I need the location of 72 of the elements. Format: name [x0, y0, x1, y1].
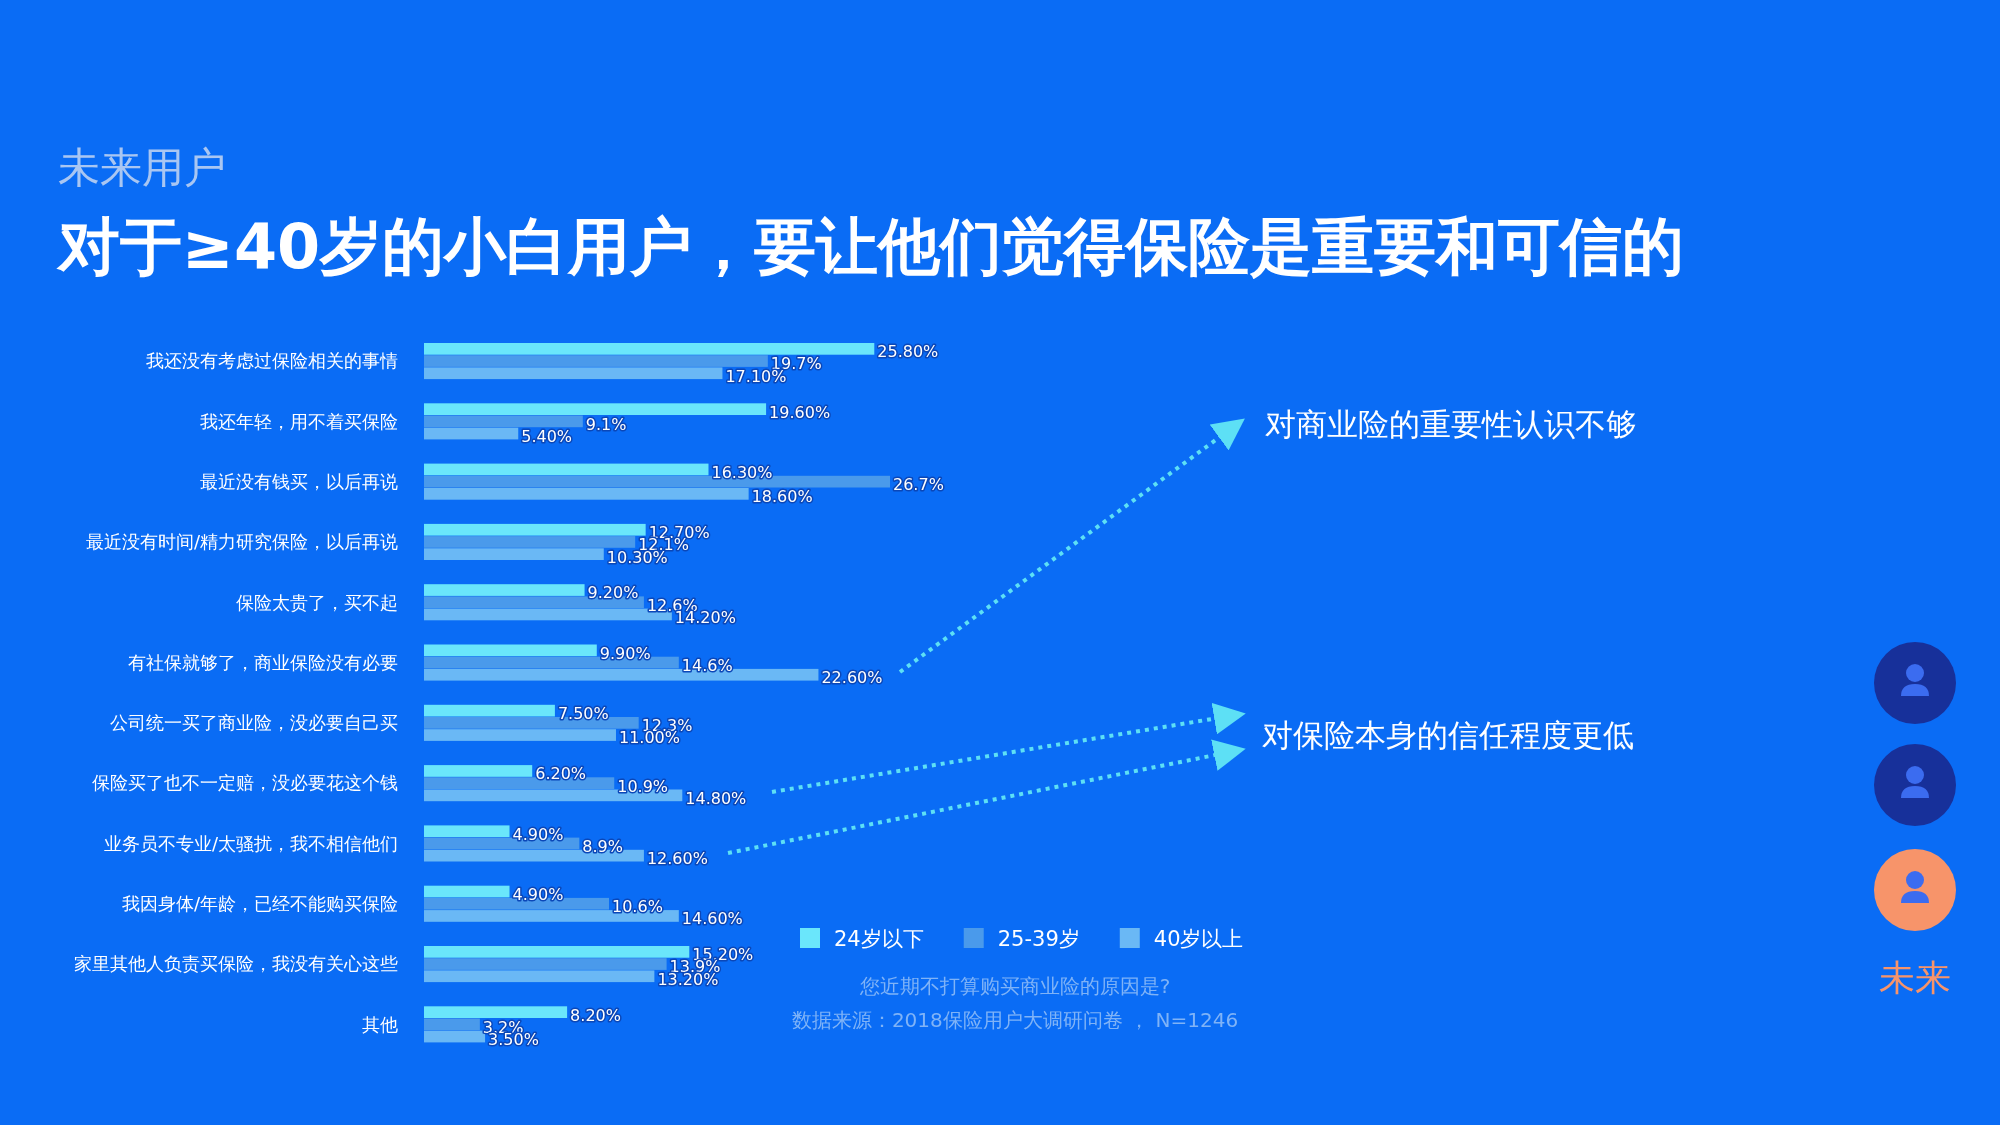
bar: [424, 910, 679, 922]
data-label: 14.60%: [681, 909, 743, 929]
data-label: 10.6%: [612, 897, 663, 917]
bar: [424, 704, 555, 717]
bar: [424, 596, 644, 609]
y-tick-label: 有社保就够了，商业保险没有必要: [128, 651, 398, 673]
bar: [424, 415, 583, 428]
bar: [424, 488, 749, 500]
y-tick-label: 最近没有时间/精力研究保险，以后再说: [85, 531, 398, 553]
bar: [424, 343, 875, 355]
annotation: 数据来源：2018保险用户大调研问卷 ， N=1246: [791, 1008, 1239, 1032]
data-label: 7.50%: [557, 704, 609, 723]
text: 对保险本身的信任程度更低: [1262, 717, 1634, 753]
bar: [424, 536, 636, 548]
data-label: 19.60%: [769, 402, 831, 422]
bar: [424, 403, 767, 415]
bar: [424, 1030, 486, 1043]
bar: [424, 825, 510, 838]
text: 对商业险的重要性认识不够: [1265, 406, 1637, 442]
bar: [424, 523, 646, 536]
y-tick-label: 保险太贵了，买不起: [236, 591, 398, 613]
data-label: 25.80%: [877, 342, 939, 362]
bar: [424, 1006, 568, 1018]
bar: [424, 885, 510, 898]
data-label: 16.30%: [711, 462, 773, 482]
chart-title: 对于≥40岁的小白用户，要让他们觉得保险是重要和可信的: [56, 210, 1685, 283]
bar: [424, 970, 655, 983]
y-tick-label: 我因身体/年龄，已经不能购买保险: [121, 893, 398, 914]
legend-label: 25-39岁: [997, 927, 1080, 951]
data-label: 14.6%: [681, 655, 733, 675]
y-tick-label: 业务员不专业/太骚扰，我不相信他们: [103, 832, 398, 854]
legend-label: 24岁以下: [834, 927, 924, 951]
data-label: 9.90%: [599, 643, 651, 663]
chart-subtitle: 未来用户: [58, 143, 226, 192]
bar: [424, 777, 615, 789]
bar: [424, 355, 768, 367]
data-label: 9.20%: [587, 583, 639, 603]
y-tick-label: 公司统一买了商业险，没必要自己买: [110, 712, 398, 734]
bar: [424, 644, 597, 657]
bar: [424, 367, 723, 380]
data-label: 10.9%: [617, 776, 669, 796]
data-label: 8.20%: [570, 1005, 621, 1025]
y-tick-label: 我还年轻，用不着买保险: [200, 410, 398, 432]
bar: [424, 717, 639, 729]
data-label: 4.90%: [512, 884, 564, 904]
y-tick-label: 我还没有考虑过保险相关的事情: [146, 350, 398, 372]
bar: [424, 584, 585, 596]
y-tick-label: 保险买了也不一定赔，没必要花这个钱: [92, 772, 398, 794]
bar: [424, 958, 667, 970]
legend-label: 40岁以上: [1153, 927, 1244, 951]
data-label: 6.20%: [535, 764, 587, 784]
data-label: 5.40%: [521, 426, 573, 446]
data-label: 26.7%: [893, 475, 944, 494]
bar: [424, 427, 519, 440]
data-label: 18.60%: [751, 487, 813, 507]
bar: [424, 729, 616, 741]
data-label: 8.9%: [582, 836, 623, 856]
data-label: 12.60%: [646, 849, 708, 868]
annotation: 您近期不打算购买商业险的原因是?: [858, 974, 1171, 998]
bar: [424, 463, 709, 476]
bar: [424, 1018, 480, 1031]
bar: [424, 765, 533, 777]
data-label: 9.1%: [585, 414, 627, 434]
y-tick-label: 其他: [362, 1013, 398, 1035]
y-tick-label: 家里其他人负责买保险，我没有关心这些: [74, 953, 398, 975]
data-label: 22.60%: [821, 668, 883, 688]
y-tick-label: 最近没有钱买，以后再说: [200, 470, 398, 492]
text: 未来: [1879, 957, 1951, 998]
bar: [424, 548, 604, 560]
bar: [424, 946, 690, 958]
data-label: 4.90%: [512, 824, 564, 844]
data-label: 14.80%: [685, 788, 747, 808]
